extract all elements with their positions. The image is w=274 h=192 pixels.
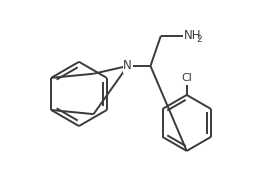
Text: Cl: Cl [181, 73, 192, 83]
Text: NH: NH [184, 29, 201, 42]
Text: 2: 2 [197, 35, 202, 44]
Text: N: N [123, 60, 132, 72]
